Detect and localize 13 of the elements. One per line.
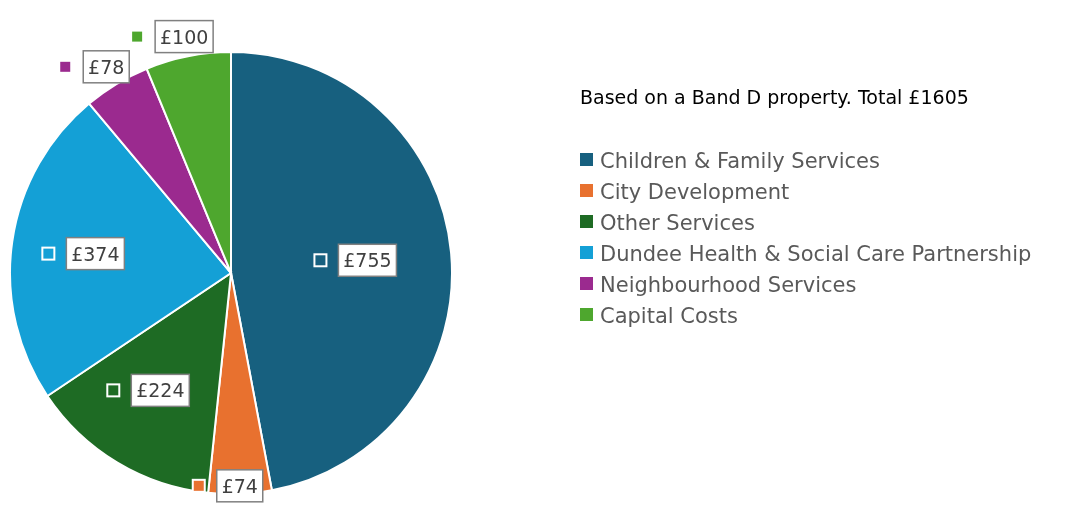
legend-label: Neighbourhood Services bbox=[600, 273, 857, 297]
legend-label: City Development bbox=[600, 180, 790, 204]
legend-label: Other Services bbox=[600, 211, 755, 235]
legend-label: Dundee Health & Social Care Partnership bbox=[600, 242, 1032, 266]
legend-label: Children & Family Services bbox=[600, 149, 880, 173]
text: Based on a Band D property. Total £1605 bbox=[580, 86, 969, 108]
data-label: £374 bbox=[71, 242, 120, 265]
data-label: £74 bbox=[221, 474, 258, 497]
data-label: £100 bbox=[159, 25, 209, 48]
data-label: £78 bbox=[88, 55, 125, 78]
data-label: £755 bbox=[343, 249, 392, 272]
data-label: £224 bbox=[136, 379, 185, 402]
legend-label: Capital Costs bbox=[600, 304, 738, 328]
